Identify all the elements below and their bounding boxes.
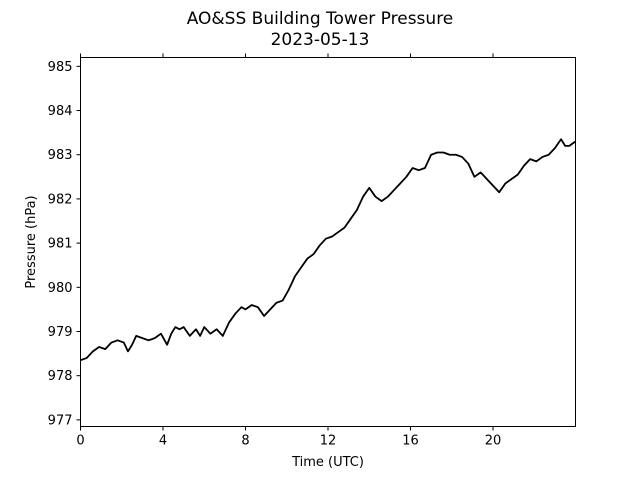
x-tick-label: 20	[485, 434, 502, 449]
chart-subtitle: 2023-05-13	[271, 30, 370, 50]
plot-area	[80, 138, 577, 362]
x-tick-label: 16	[402, 434, 419, 449]
y-tick-label: 983	[48, 148, 73, 163]
y-tick-label: 984	[48, 104, 73, 119]
y-tick-label: 977	[48, 413, 73, 428]
y-axis-ticks: 977 978 979 980 981 982 983 984 985	[48, 60, 81, 428]
y-tick-label: 979	[48, 325, 73, 340]
x-axis-label: Time (UTC)	[291, 455, 364, 470]
x-tick-label: 0	[76, 434, 84, 449]
x-tick-label: 4	[159, 434, 167, 449]
x-axis-ticks: 0 4 8 12 16 20	[76, 53, 502, 449]
y-tick-label: 978	[48, 369, 73, 384]
plot-frame	[80, 57, 576, 427]
x-tick-label: 12	[320, 434, 337, 449]
series-line-pressure	[80, 138, 577, 362]
y-axis-label: Pressure (hPa)	[24, 195, 39, 288]
chart-title: AO&SS Building Tower Pressure	[187, 9, 454, 29]
x-tick-label: 8	[241, 434, 249, 449]
y-tick-label: 982	[48, 192, 73, 207]
y-tick-label: 985	[48, 60, 73, 75]
y-tick-label: 981	[48, 237, 73, 252]
y-tick-label: 980	[48, 281, 73, 296]
